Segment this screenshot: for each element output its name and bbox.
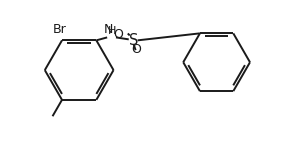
Text: N: N	[103, 23, 113, 36]
Text: O: O	[113, 28, 123, 41]
Text: S: S	[129, 33, 138, 48]
Text: O: O	[132, 43, 141, 56]
Text: Br: Br	[53, 23, 67, 36]
Text: H: H	[108, 26, 116, 36]
